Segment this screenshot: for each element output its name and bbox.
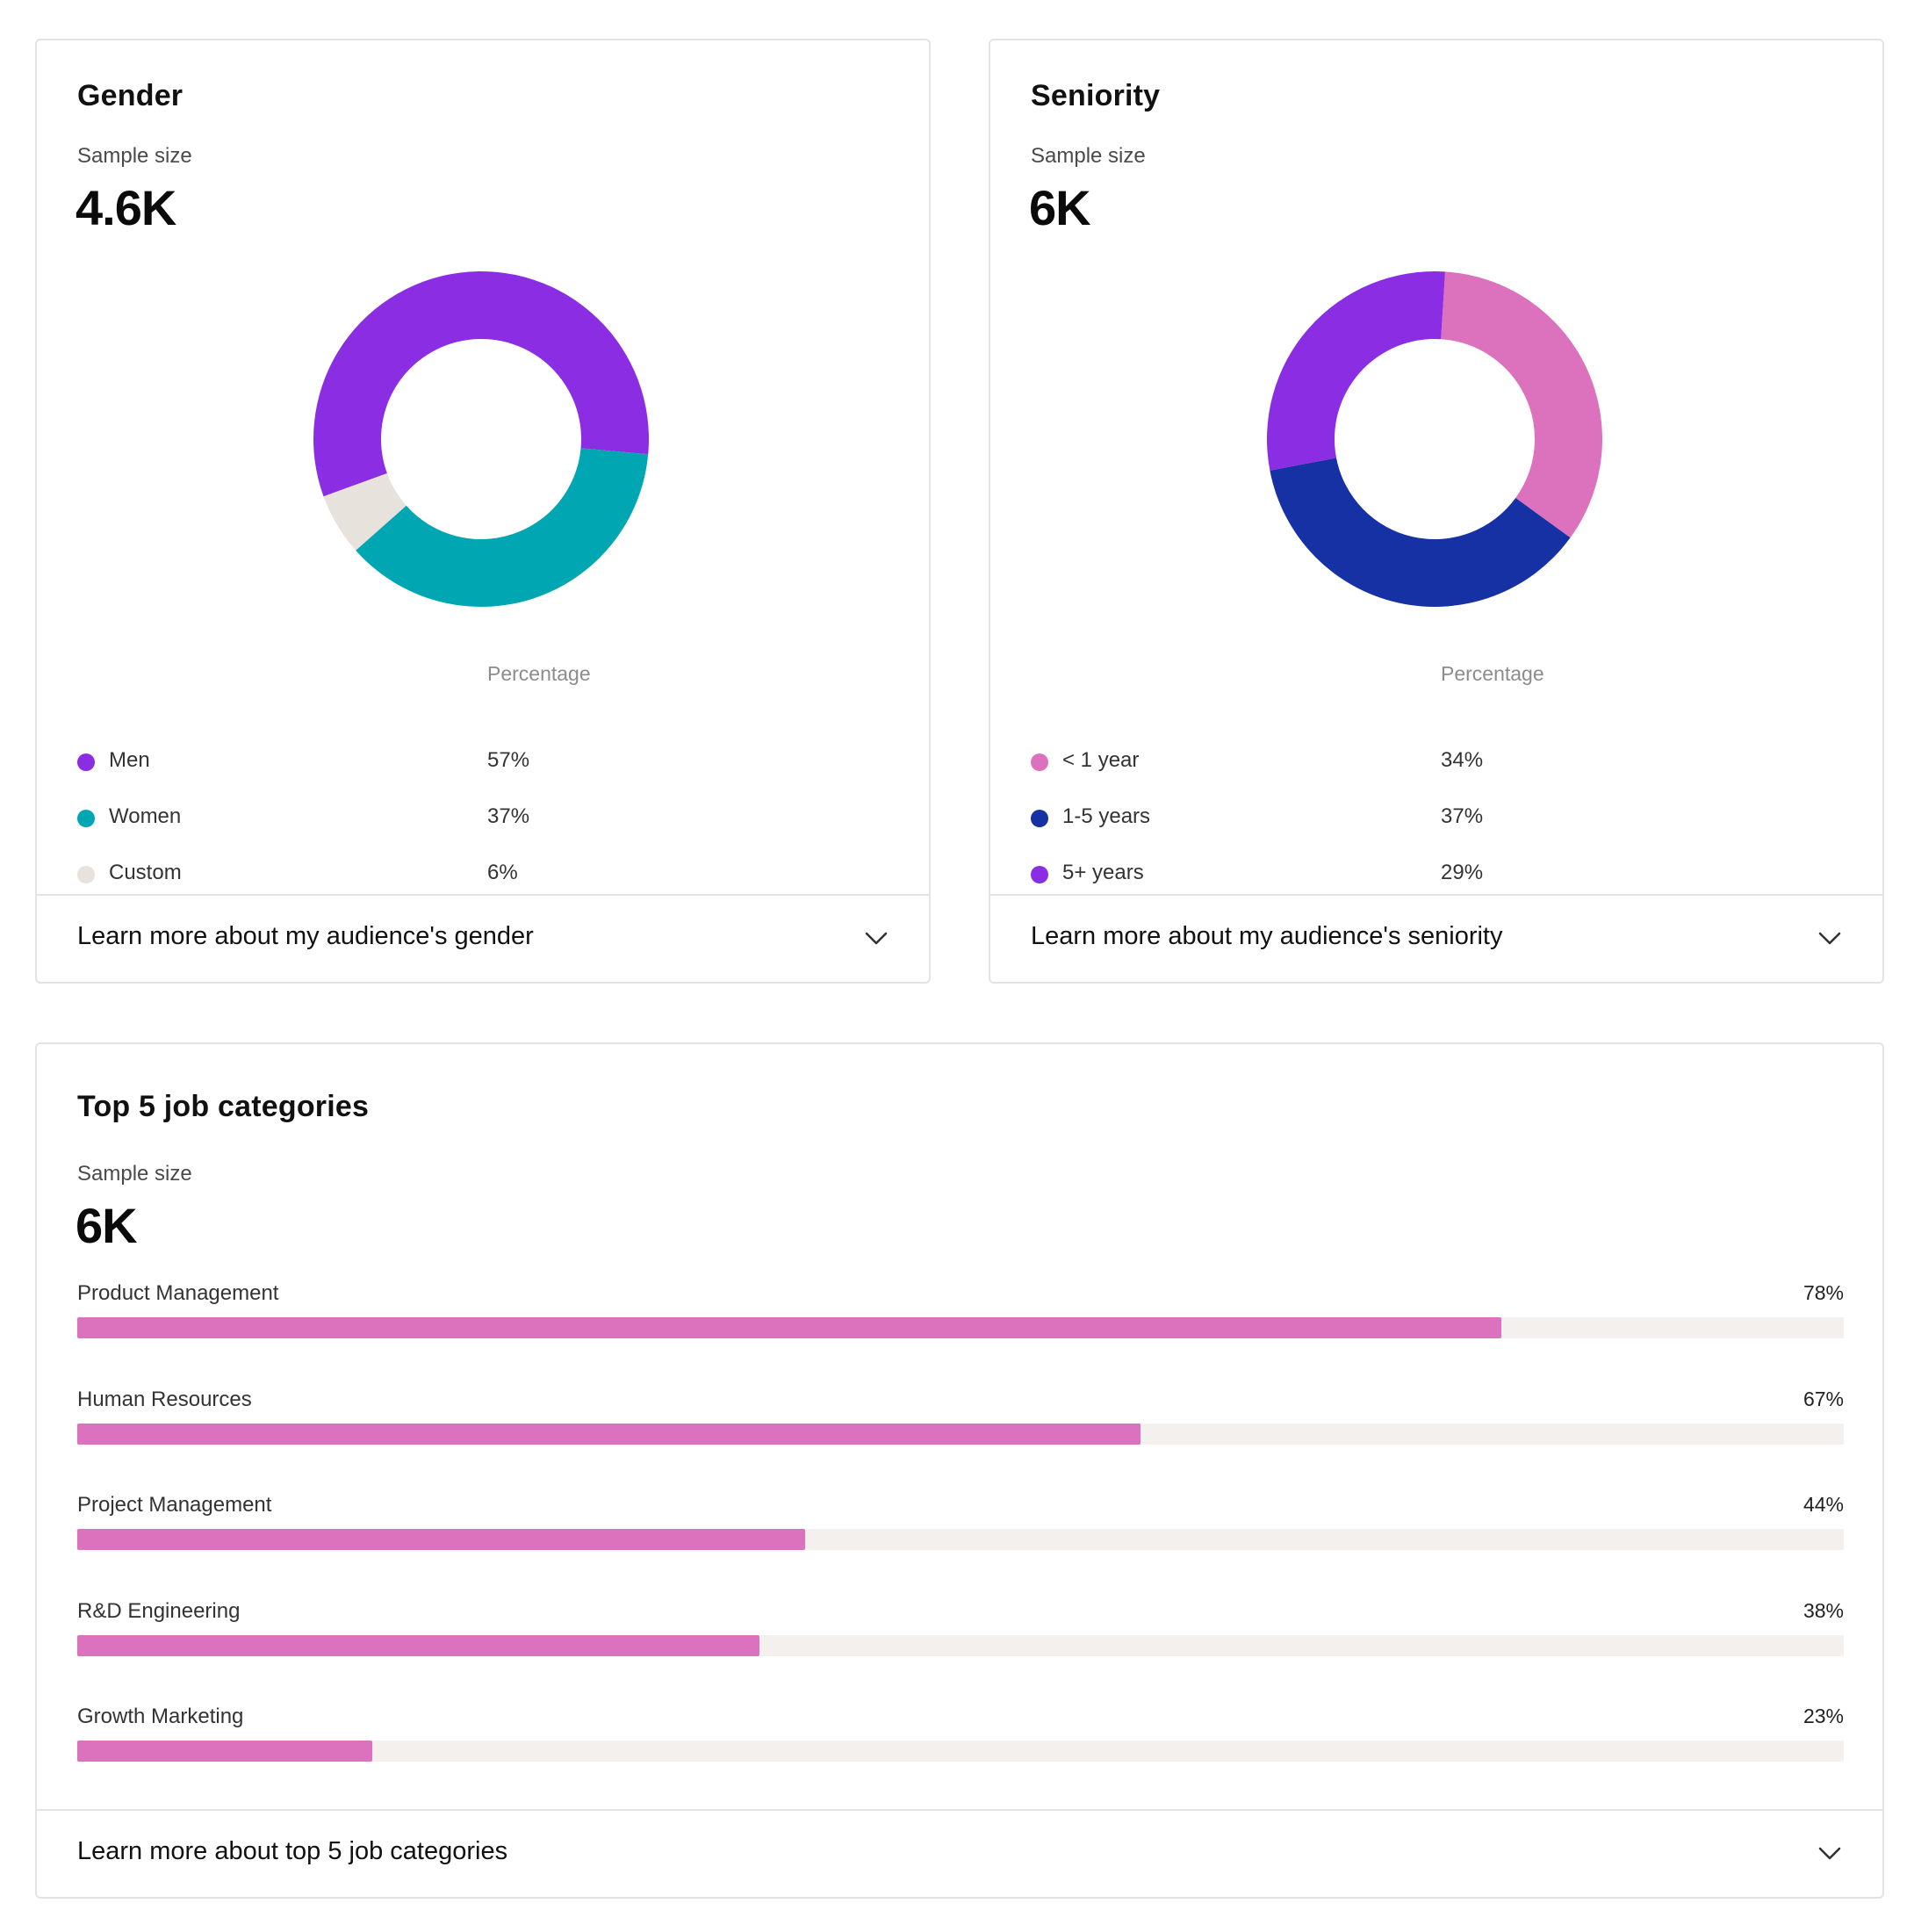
bar-track: [77, 1317, 1844, 1338]
legend-label: 1-5 years: [1062, 804, 1151, 828]
legend-dot-icon: [1031, 866, 1048, 883]
legend-dot-icon: [1031, 753, 1048, 771]
bar-label: Product Management: [77, 1281, 279, 1305]
donut-slice-1-year[interactable]: [1441, 271, 1602, 538]
donut-slice-5-years[interactable]: [1267, 271, 1445, 471]
bar-track: [77, 1423, 1844, 1445]
legend-dot-icon: [77, 866, 95, 883]
bar-row: R&D Engineering 38%: [77, 1599, 1844, 1675]
card-title: Top 5 job categories: [77, 1090, 370, 1123]
legend-value: 37%: [1441, 804, 1484, 828]
bar-value: 38%: [1802, 1598, 1844, 1622]
legend-label: 5+ years: [1062, 861, 1144, 884]
jobs-expander[interactable]: Learn more about top 5 job categories: [37, 1809, 1882, 1897]
sample-size-label: Sample size: [77, 144, 192, 168]
legend-dot-icon: [1031, 810, 1048, 827]
bar-row: Growth Marketing 23%: [77, 1705, 1844, 1780]
sample-size-value: 4.6K: [76, 180, 176, 235]
bar-fill: [77, 1529, 805, 1550]
chevron-down-icon[interactable]: [1817, 1841, 1842, 1865]
legend-item: 1-5 years 37%: [1031, 801, 1838, 836]
legend-item: Men 57%: [77, 745, 885, 780]
bar-value: 67%: [1802, 1387, 1844, 1410]
legend-header: Percentage: [1441, 662, 1544, 685]
legend-label: Custom: [109, 861, 182, 884]
bar-fill: [77, 1741, 372, 1762]
bar-label: Project Management: [77, 1493, 272, 1517]
legend-label: Women: [109, 804, 182, 828]
legend-label: < 1 year: [1062, 748, 1140, 772]
bar-track: [77, 1741, 1844, 1762]
job-categories-card: Top 5 job categories Sample size 6K Prod…: [35, 1042, 1884, 1899]
bar-label: R&D Engineering: [77, 1598, 241, 1623]
bar-row: Human Resources 67%: [77, 1388, 1844, 1463]
legend-item: < 1 year 34%: [1031, 745, 1838, 780]
gender-card: Gender Sample size 4.6K Percentage Men 57…: [35, 39, 931, 984]
bar-fill: [77, 1317, 1501, 1338]
legend-dot-icon: [77, 753, 95, 771]
bar-row: Product Management 78%: [77, 1281, 1844, 1357]
donut-slice-women[interactable]: [356, 448, 649, 607]
bar-row: Project Management 44%: [77, 1493, 1844, 1568]
bar-value: 78%: [1802, 1281, 1844, 1304]
legend-value: 34%: [1441, 748, 1484, 772]
sample-size-label: Sample size: [77, 1162, 192, 1186]
legend-header: Percentage: [487, 662, 591, 685]
legend-item: Custom 6%: [77, 857, 885, 892]
expander-label: Learn more about my audience's seniority: [1031, 922, 1503, 950]
bar-fill: [77, 1423, 1141, 1445]
legend-value: 57%: [487, 748, 530, 772]
bar-track: [77, 1634, 1844, 1656]
seniority-donut-chart: [1267, 271, 1602, 608]
legend-value: 6%: [487, 861, 518, 884]
seniority-expander[interactable]: Learn more about my audience's seniority: [990, 894, 1882, 982]
card-title: Gender: [77, 79, 183, 112]
legend-dot-icon: [77, 810, 95, 827]
sample-size-label: Sample size: [1031, 144, 1146, 168]
chevron-down-icon[interactable]: [864, 926, 889, 950]
chevron-down-icon[interactable]: [1817, 926, 1842, 950]
gender-donut-chart: [313, 271, 649, 607]
legend-label: Men: [109, 748, 150, 772]
bar-label: Human Resources: [77, 1387, 252, 1411]
expander-label: Learn more about my audience's gender: [77, 922, 534, 950]
legend-value: 37%: [487, 804, 530, 828]
legend-value: 29%: [1441, 861, 1484, 884]
donut-slice-men[interactable]: [313, 271, 649, 497]
donut-slice-1-5-years[interactable]: [1270, 458, 1571, 608]
legend-item: Women 37%: [77, 801, 885, 836]
bar-fill: [77, 1634, 759, 1656]
donut-slice-custom[interactable]: [323, 472, 407, 551]
gender-expander[interactable]: Learn more about my audience's gender: [37, 894, 929, 982]
bar-value: 44%: [1802, 1493, 1844, 1516]
expander-label: Learn more about top 5 job categories: [77, 1837, 508, 1865]
seniority-card: Seniority Sample size 6K Percentage < 1 …: [989, 39, 1884, 984]
sample-size-value: 6K: [1029, 180, 1091, 235]
sample-size-value: 6K: [76, 1198, 138, 1253]
bar-track: [77, 1529, 1844, 1550]
bar-label: Growth Marketing: [77, 1705, 244, 1728]
bar-value: 23%: [1802, 1705, 1844, 1727]
card-title: Seniority: [1031, 79, 1161, 112]
legend-item: 5+ years 29%: [1031, 857, 1838, 892]
